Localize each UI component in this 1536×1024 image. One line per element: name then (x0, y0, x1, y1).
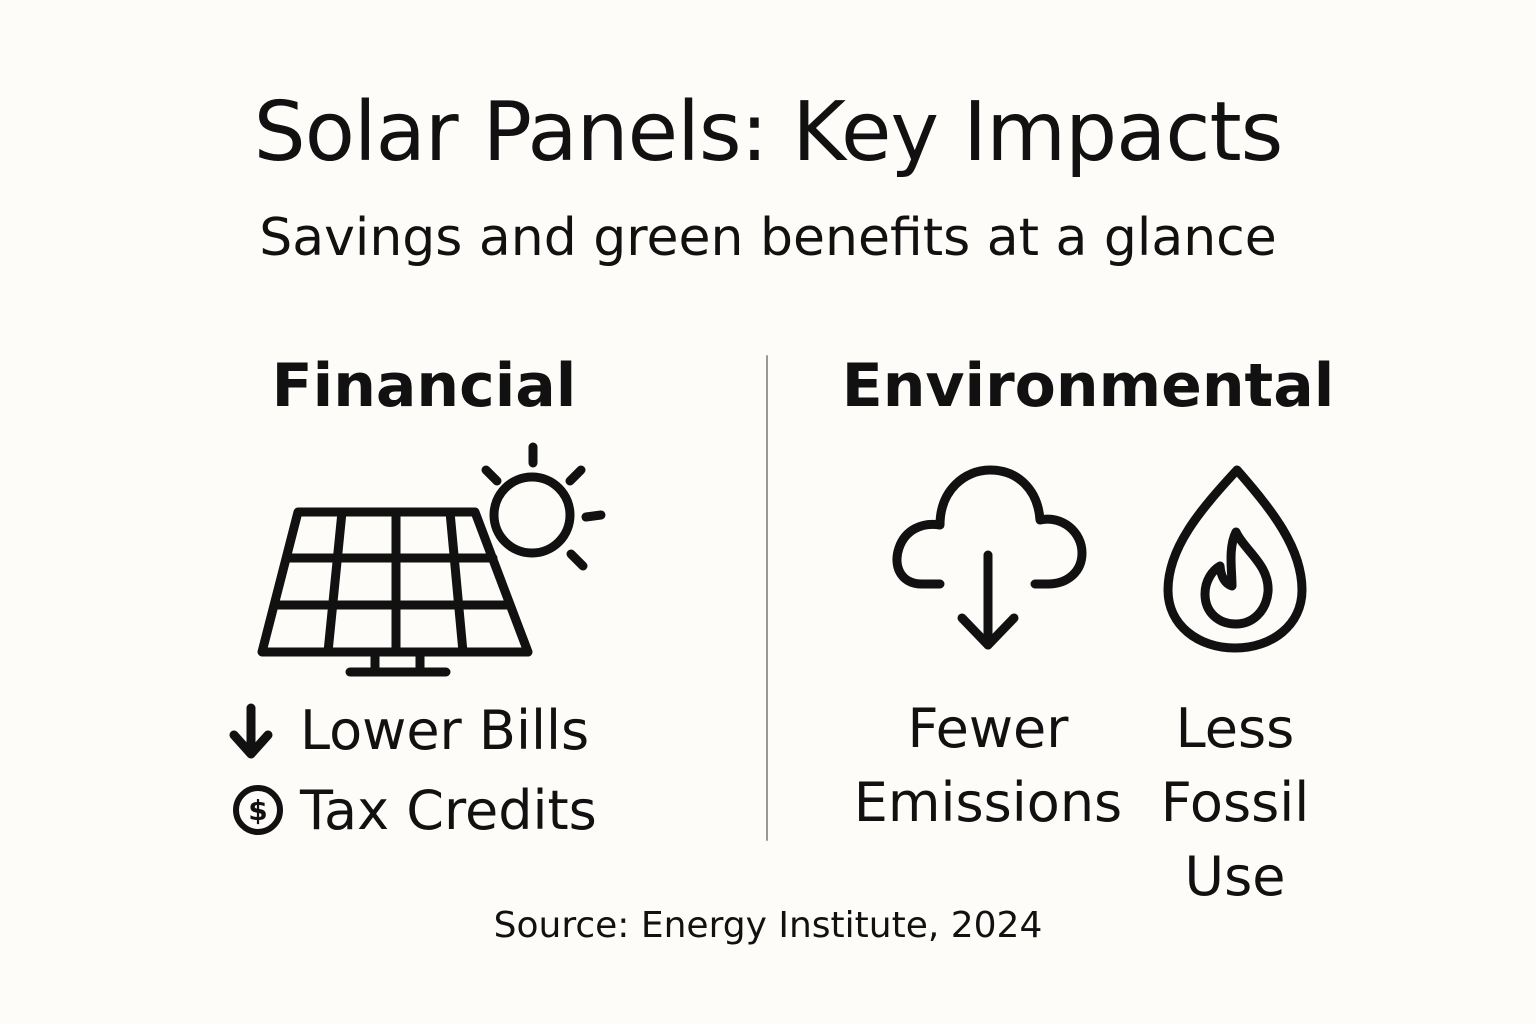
down-arrow-icon (229, 703, 273, 759)
cloud-icon (892, 465, 1087, 650)
solar-panel-icon (257, 442, 606, 677)
section-heading: Environmental (841, 351, 1335, 421)
source-note: Source: Energy Institute, 2024 (493, 905, 1043, 946)
drop-icon (1163, 465, 1307, 653)
subtitle: Savings and green benefits at a glance (259, 208, 1277, 268)
benefit-label: Fewer Emissions (853, 697, 1123, 834)
dollar-icon: $ (233, 785, 283, 835)
benefit-item: Tax Credits (300, 779, 597, 842)
title: Solar Panels: Key Impacts (253, 85, 1284, 180)
svg-text:$: $ (248, 794, 267, 827)
section-heading: Financial (271, 351, 577, 421)
benefit-label: Less Fossil Use (1160, 697, 1310, 908)
benefit-item: Lower Bills (300, 699, 590, 762)
